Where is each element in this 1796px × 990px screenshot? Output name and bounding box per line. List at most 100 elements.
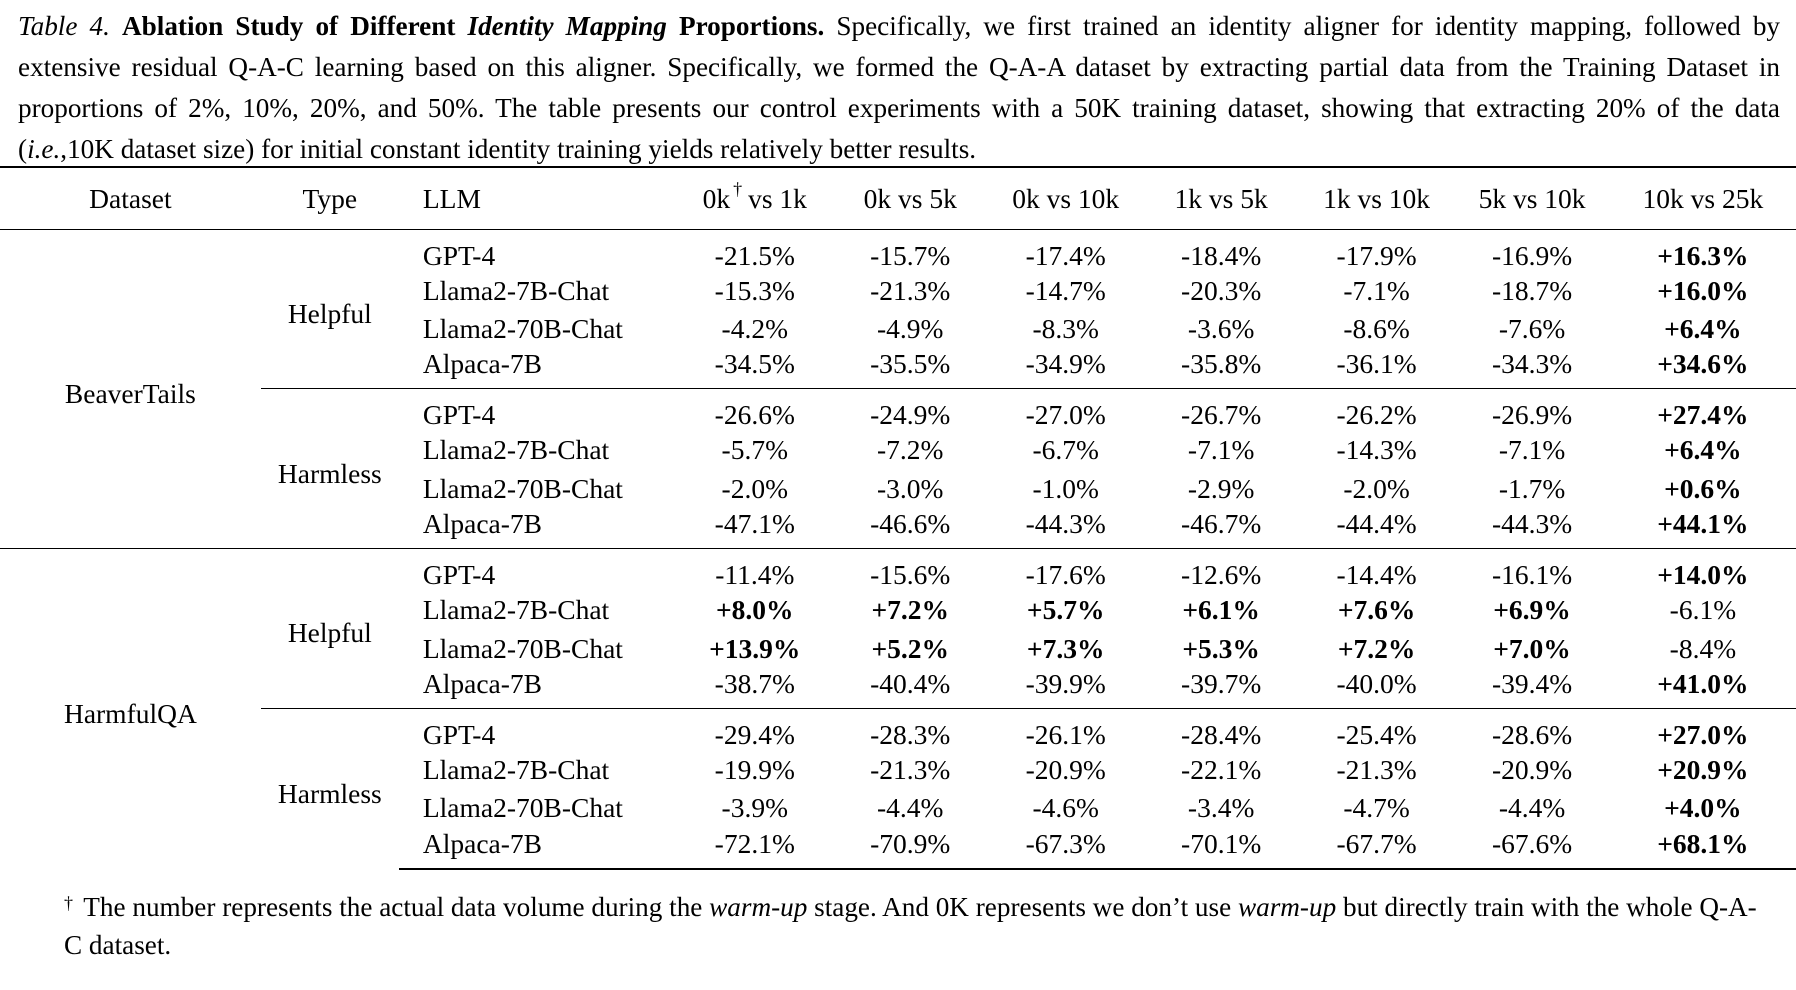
footnote-text: stage. And 0K represents we don’t use — [807, 892, 1238, 922]
value-cell: +68.1% — [1609, 827, 1796, 870]
value-cell: -34.3% — [1491, 348, 1573, 380]
llm-name: Alpaca-7B — [422, 508, 542, 540]
type-name: Harmless — [260, 388, 399, 549]
llm-name: GPT-4 — [422, 239, 496, 271]
value-cell: -17.4% — [1025, 239, 1106, 271]
value-cell: -7.1% — [1343, 274, 1410, 306]
value-cell: -24.9% — [832, 388, 988, 432]
value-cell: -67.6% — [1454, 827, 1610, 870]
value-cell: +20.9% — [1657, 754, 1749, 786]
value-cell: -7.2% — [877, 434, 944, 466]
value-cell: -39.7% — [1181, 667, 1262, 699]
value-cell: -4.4% — [877, 792, 944, 824]
value-cell: -21.3% — [870, 754, 951, 786]
dataset-group: BeaverTails Helpful GPT-4 -21.5% -15.7% -17.4… — [0, 229, 1796, 549]
value-cell: +6.9% — [1493, 594, 1571, 626]
value-cell: -6.1% — [1669, 594, 1737, 626]
value-cell: +34.6% — [1657, 348, 1749, 380]
value-cell: -3.4% — [1187, 792, 1255, 824]
value-cell: +41.0% — [1657, 667, 1749, 699]
value-cell: +16.0% — [1657, 274, 1749, 306]
table-row: Alpaca-7B -34.5% -35.5% -34.9% -35.8% -36.1% -… — [0, 348, 1796, 389]
caption-title-part: Proportions. — [666, 11, 825, 41]
value-cell: -2.0% — [1343, 472, 1410, 504]
value-cell: -38.7% — [714, 667, 795, 699]
value-cell: +44.1% — [1657, 508, 1749, 540]
value-cell: -34.5% — [714, 348, 795, 380]
footnote-text: The number represents the actual data vo… — [77, 892, 710, 922]
table-row: Harmless GPT-4 -29.4% -28.3% -26.1% -28.4% -25… — [0, 707, 1796, 869]
value-cell: -36.1% — [1336, 348, 1417, 380]
results-table: Dataset Type LLM 0k † vs 1k 0k vs 5k 0k vs… — [0, 166, 1796, 870]
value-cell: -46.7% — [1181, 508, 1262, 540]
header-col-3: 0k vs 10k — [987, 166, 1144, 230]
value-cell: -39.9% — [1025, 667, 1106, 699]
caption-label: Table 4. — [18, 11, 110, 41]
value-cell: +7.2% — [1337, 632, 1416, 664]
value-cell: -26.6% — [677, 388, 833, 432]
value-cell: -44.3% — [1491, 508, 1573, 540]
header-col-1: 0k † vs 1k — [677, 166, 833, 230]
llm-name: Llama2-7B-Chat — [422, 434, 610, 466]
value-cell: -2.0% — [721, 472, 788, 504]
value-cell: -28.3% — [832, 707, 988, 751]
llm-name: Llama2-70B-Chat — [422, 472, 623, 504]
header-col-4: 1k vs 5k — [1143, 166, 1299, 230]
value-cell: -19.9% — [714, 754, 795, 786]
llm-name: Alpaca-7B — [398, 827, 678, 870]
footnote-italic: warm-up — [1237, 892, 1337, 922]
table-row: Llama2-70B-Chat -3.9% -4.4% -4.6% -3.4% -4.7%… — [0, 789, 1796, 827]
value-cell: -39.4% — [1491, 667, 1573, 699]
value-cell: -4.2% — [721, 313, 788, 345]
value-cell: +5.3% — [1182, 632, 1260, 664]
value-cell: -4.6% — [1032, 792, 1099, 824]
value-cell: -28.6% — [1454, 707, 1610, 751]
value-cell: -21.3% — [1336, 754, 1417, 786]
header-dataset: Dataset — [0, 166, 261, 230]
caption-text-italic: i.e. — [27, 134, 61, 164]
value-cell: +7.2% — [871, 594, 949, 626]
table-row: Llama2-7B-Chat +8.0% +7.2% +5.7% +6.1% +7.6% +… — [0, 591, 1796, 629]
llm-name: Llama2-7B-Chat — [422, 754, 610, 786]
value-cell: -26.7% — [1143, 388, 1299, 432]
value-cell: -20.9% — [1025, 754, 1106, 786]
value-cell: +16.3% — [1657, 239, 1749, 271]
value-cell: -3.6% — [1187, 313, 1255, 345]
value-cell: +4.0% — [1664, 792, 1742, 824]
value-cell: -8.4% — [1669, 632, 1737, 664]
value-cell: -20.9% — [1491, 754, 1573, 786]
value-cell: -17.6% — [987, 548, 1144, 592]
value-cell: -2.9% — [1187, 472, 1255, 504]
llm-name: GPT-4 — [398, 548, 678, 592]
value-cell: -47.1% — [714, 508, 795, 540]
value-cell: +0.6% — [1664, 472, 1742, 504]
table-row: Alpaca-7B -38.7% -40.4% -39.9% -39.7% -40.0% -… — [0, 668, 1796, 709]
header-type: Type — [260, 166, 399, 230]
value-cell: -8.3% — [1032, 313, 1099, 345]
header-col-7: 10k vs 25k — [1609, 166, 1796, 230]
value-cell: -18.4% — [1181, 239, 1262, 271]
footnote-dagger: † — [64, 893, 73, 913]
llm-name: Llama2-7B-Chat — [422, 274, 610, 306]
table-row: Harmless GPT-4 -26.6% -24.9% -27.0% -26.7% -26… — [0, 388, 1796, 549]
value-cell: -21.5% — [714, 239, 795, 271]
value-cell: -6.7% — [1032, 434, 1099, 466]
header-row: Dataset Type LLM 0k † vs 1k 0k vs 5k 0k vs… — [0, 166, 1796, 230]
table-row: Llama2-70B-Chat -2.0% -3.0% -1.0% -2.9% -2.0%… — [0, 470, 1796, 508]
header-col-5: 1k vs 10k — [1298, 166, 1455, 230]
value-cell: -40.4% — [870, 667, 951, 699]
table-row: Llama2-7B-Chat -15.3% -21.3% -14.7% -20.3% -7… — [0, 272, 1796, 310]
value-cell: -44.3% — [1025, 508, 1106, 540]
footnote-italic: warm-up — [709, 892, 808, 922]
value-cell: -14.7% — [1025, 274, 1106, 306]
caption-title: Ablation Study of Different Identity Map… — [122, 11, 824, 41]
value-cell: -4.9% — [877, 313, 944, 345]
dataset-name: BeaverTails — [64, 377, 196, 409]
value-cell: +5.2% — [871, 632, 949, 664]
value-cell: -4.4% — [1498, 792, 1566, 824]
llm-name: GPT-4 — [398, 388, 678, 432]
value-cell: -44.4% — [1336, 508, 1417, 540]
value-cell: -22.1% — [1181, 754, 1262, 786]
table-row: BeaverTails Helpful GPT-4 -21.5% -15.7% -17.4… — [0, 229, 1796, 409]
